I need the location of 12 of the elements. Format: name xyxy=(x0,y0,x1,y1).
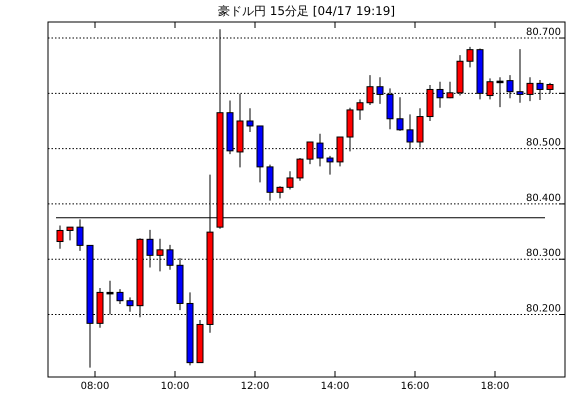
y-tick-label: 80.400 xyxy=(526,192,561,204)
x-tick-label: 12:00 xyxy=(240,381,270,392)
y-tick-label: 80.700 xyxy=(526,27,561,38)
y-tick-label: 80.200 xyxy=(526,304,561,315)
y-tick-label: 80.500 xyxy=(526,138,561,149)
x-tick-label: 08:00 xyxy=(80,381,110,392)
x-tick-label: 14:00 xyxy=(320,381,350,392)
x-tick-label: 10:00 xyxy=(160,381,190,392)
x-tick-label: 18:00 xyxy=(480,381,510,392)
y-tick-label: 80.300 xyxy=(526,248,561,260)
x-tick-label: 16:00 xyxy=(400,381,430,392)
chart-title: 豪ドル円 15分足 [04/17 19:19] xyxy=(218,4,396,18)
